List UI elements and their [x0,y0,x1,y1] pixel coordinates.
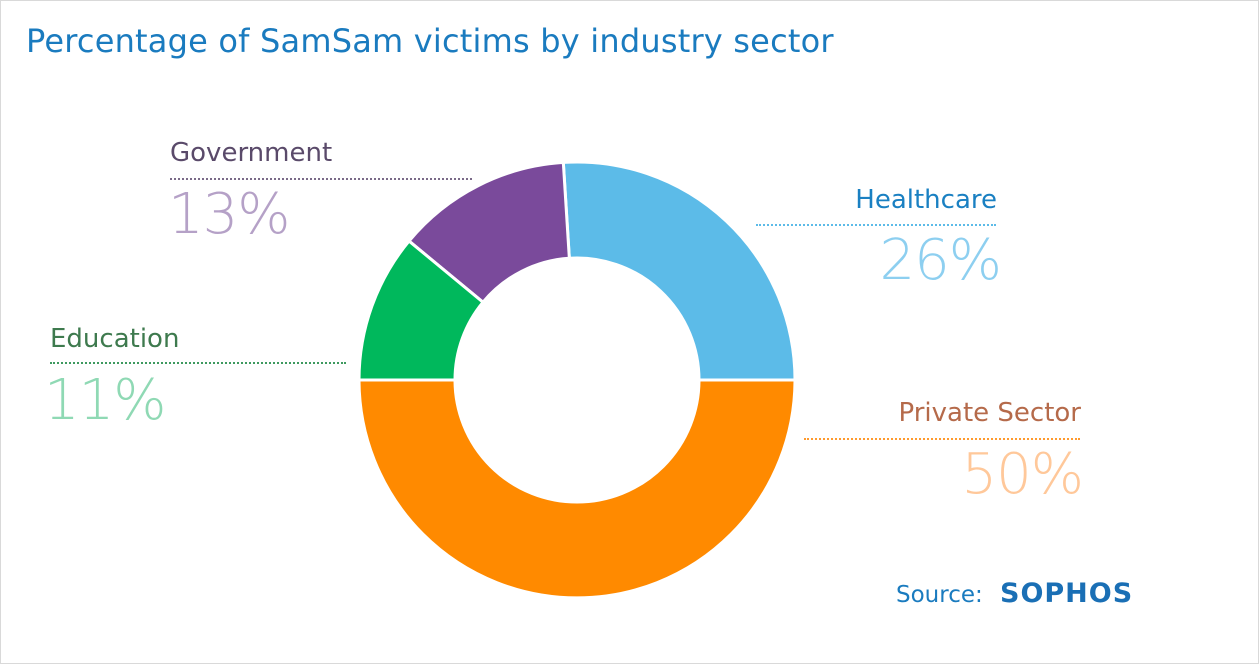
value-healthcare: 26% [879,228,1002,293]
label-private-sector: Private Sector [898,398,1082,428]
label-education: Education [50,324,180,354]
source-label: Source: [896,582,983,608]
chart-title: Percentage of SamSam victims by industry… [26,22,834,60]
label-healthcare: Healthcare [855,185,997,215]
leader-private-sector [804,438,1080,440]
slice-private-sector [357,378,797,600]
label-government: Government [170,138,333,168]
leader-healthcare [756,224,996,226]
leader-government [170,178,472,180]
sophos-logo: SOPHOS [1000,578,1134,609]
leader-education [50,362,346,364]
slice-healthcare [561,160,797,382]
value-private-sector: 50% [961,442,1084,507]
value-government: 13% [168,182,290,247]
value-education: 11% [44,368,166,433]
